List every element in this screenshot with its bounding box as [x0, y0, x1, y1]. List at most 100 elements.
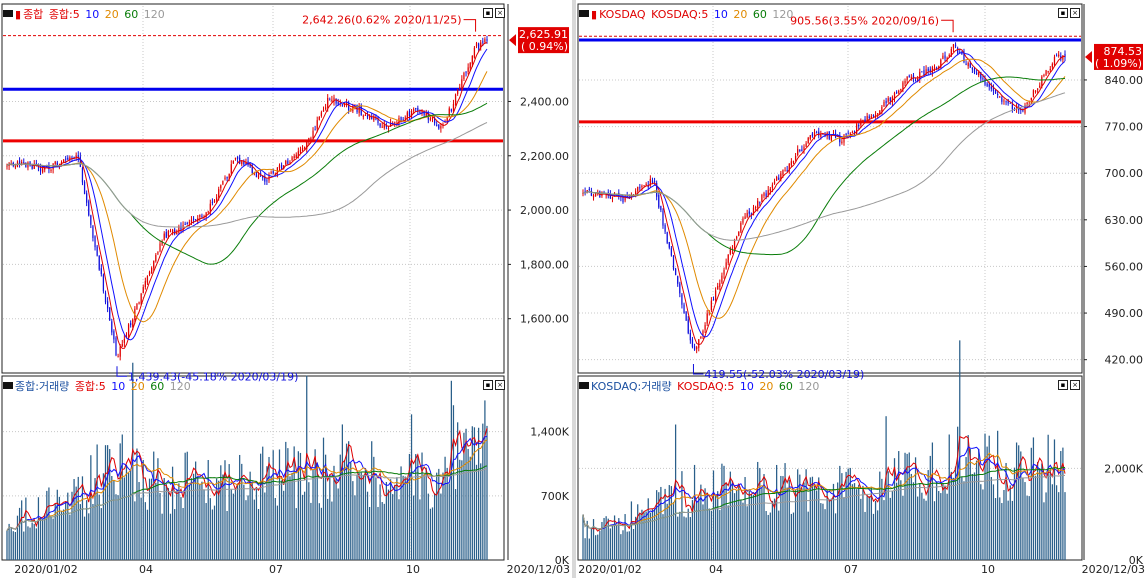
volume-bar — [341, 424, 343, 560]
volume-bar — [1015, 442, 1018, 560]
candle-up — [398, 117, 400, 125]
volume-bar — [153, 451, 155, 560]
volume-bar — [931, 442, 934, 560]
candle-up — [870, 116, 872, 119]
volume-bar — [645, 511, 647, 560]
panel-divider[interactable] — [572, 0, 576, 578]
volume-bar — [433, 493, 436, 560]
candle-up — [830, 134, 832, 141]
candle-up — [42, 168, 44, 173]
candle-up — [645, 184, 647, 186]
volume-bar — [994, 498, 997, 560]
candle-down — [408, 111, 411, 117]
candle-up — [797, 149, 799, 155]
candle-down — [25, 163, 27, 168]
legend-prefix: ▮ — [15, 8, 22, 21]
candle-down — [584, 191, 586, 194]
candle-down — [662, 210, 664, 226]
volume-bar — [314, 449, 316, 560]
volume-bar — [257, 508, 260, 560]
volume-bar — [938, 491, 940, 560]
candle-down — [337, 102, 339, 105]
candle-down — [1064, 53, 1066, 58]
volume-bar — [847, 468, 849, 560]
candle-down — [174, 229, 176, 234]
candle-down — [379, 123, 381, 127]
candle-up — [123, 338, 126, 343]
candle-up — [952, 44, 955, 49]
volume-bar — [826, 490, 828, 560]
volume-bar — [312, 469, 314, 560]
candle-up — [771, 184, 774, 188]
volume-bar — [708, 508, 710, 560]
volume-bar — [394, 484, 396, 560]
volume-bar — [607, 518, 609, 560]
candle-down — [266, 180, 268, 182]
volume-bar — [161, 513, 163, 560]
candle-up — [205, 212, 207, 218]
candle-down — [590, 190, 593, 196]
volume-bar — [944, 485, 946, 560]
volume-bar — [117, 495, 119, 560]
volume-bar — [262, 446, 264, 560]
candle-down — [691, 339, 694, 347]
volume-bar — [1030, 447, 1032, 560]
candle-up — [700, 336, 702, 338]
maximize-icon[interactable]: ▪ — [483, 8, 493, 18]
volume-bar — [773, 498, 776, 560]
candle-down — [243, 160, 245, 165]
close-icon[interactable]: × — [1070, 8, 1080, 18]
candle-down — [969, 63, 971, 68]
volume-bar — [988, 435, 990, 560]
volume-bar — [782, 476, 784, 560]
volume-bar — [1005, 462, 1007, 560]
candle-down — [811, 133, 814, 137]
candle-up — [289, 162, 291, 164]
maximize-icon[interactable]: ▪ — [483, 380, 493, 390]
volume-bar — [239, 454, 241, 560]
volume-bar — [668, 485, 670, 560]
volume-bar — [461, 460, 463, 560]
volume-bar — [184, 452, 186, 560]
volume-bar — [590, 528, 593, 560]
candle-down — [816, 132, 818, 134]
candle-up — [293, 156, 295, 158]
volume-bar — [1026, 495, 1028, 560]
volume-bar — [56, 489, 58, 560]
volume-bar — [127, 472, 130, 560]
volume-bar — [16, 515, 19, 560]
volume-bar — [18, 507, 21, 560]
volume-bar — [925, 500, 927, 560]
volume-bar — [967, 435, 969, 560]
close-icon[interactable]: × — [495, 380, 505, 390]
maximize-icon[interactable]: ▪ — [1058, 380, 1068, 390]
candle-down — [348, 102, 350, 111]
volume-bar — [79, 504, 81, 560]
candle-up — [295, 154, 297, 158]
candle-down — [211, 201, 214, 203]
price-tick-label: 560.00 — [1105, 260, 1144, 273]
volume-bar — [986, 446, 988, 560]
volume-bar — [902, 495, 904, 560]
candle-down — [660, 206, 662, 211]
volume-bar — [201, 481, 203, 560]
close-icon[interactable]: × — [495, 8, 505, 18]
maximize-icon[interactable]: ▪ — [1058, 8, 1068, 18]
volume-bar — [1034, 475, 1037, 560]
volume-bar — [1007, 500, 1009, 560]
candle-down — [982, 78, 984, 80]
close-icon[interactable]: × — [1070, 380, 1080, 390]
candle-up — [159, 243, 161, 252]
candle-up — [368, 116, 371, 119]
candle-up — [138, 302, 140, 304]
candle-up — [155, 255, 157, 262]
volume-bar — [373, 456, 375, 560]
candle-up — [421, 110, 423, 114]
candle-down — [973, 68, 976, 73]
volume-bar — [628, 531, 630, 560]
candle-up — [471, 55, 473, 64]
candle-up — [757, 200, 759, 208]
candle-up — [1053, 56, 1056, 65]
volume-bar — [92, 503, 94, 560]
candle-down — [264, 176, 266, 182]
